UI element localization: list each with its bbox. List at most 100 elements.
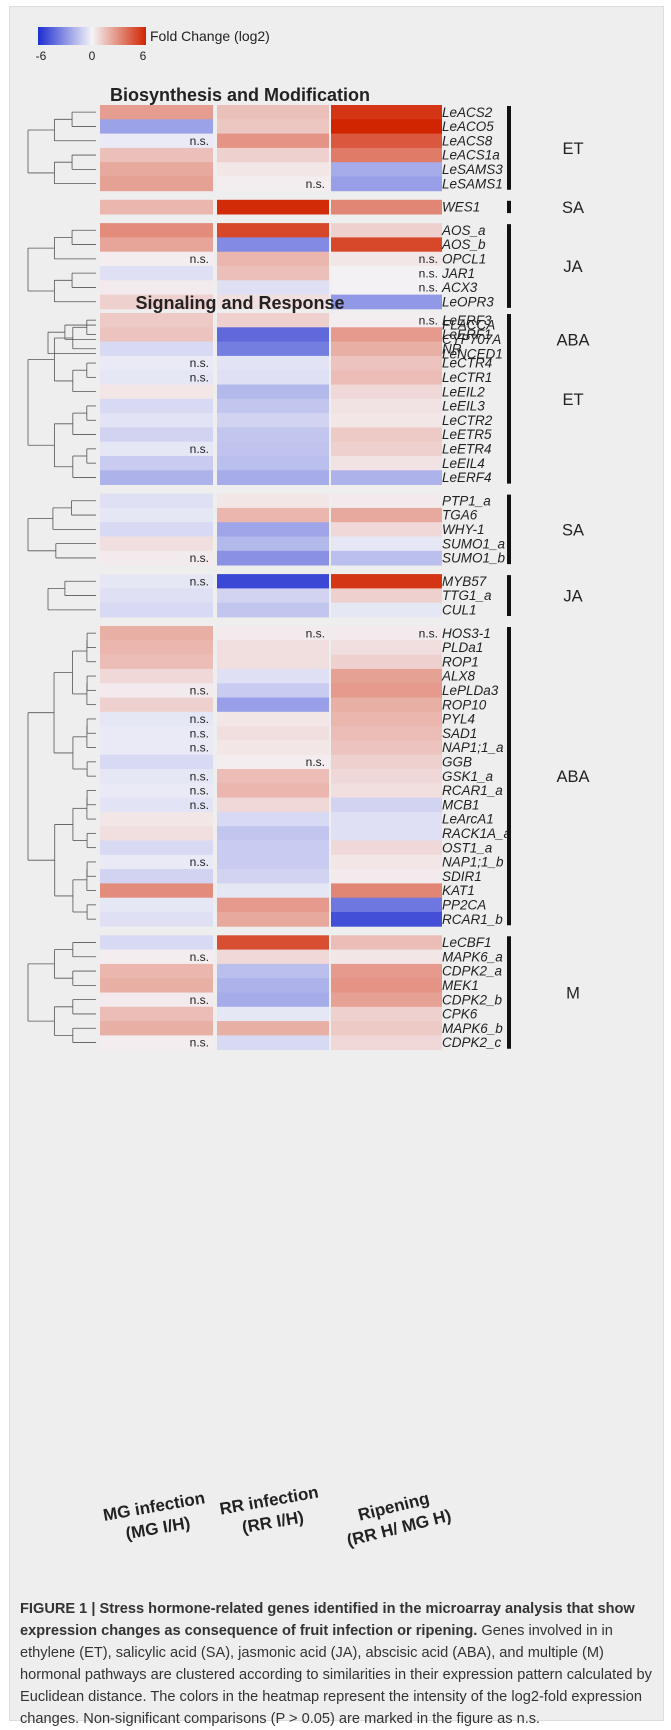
gene-label: ROP1	[442, 654, 479, 669]
gene-label: LeNCED1	[442, 346, 503, 361]
ns-label: n.s.	[419, 313, 438, 327]
gene-label: KAT1	[442, 883, 475, 898]
heatmap-cell	[100, 280, 213, 295]
ns-label: n.s.	[190, 712, 209, 726]
legend-title: Fold Change (log2)	[150, 28, 270, 44]
heatmap-cell	[100, 413, 213, 428]
heatmap-cell	[100, 740, 213, 756]
heatmap-cell	[100, 1006, 213, 1022]
gene-label: NAP1;1_b	[442, 855, 504, 870]
heatmap-cell	[100, 313, 213, 328]
ns-label: n.s.	[190, 726, 209, 740]
gene-label: ROP10	[442, 697, 487, 712]
heatmap-cell	[100, 797, 213, 813]
heatmap-cell	[217, 978, 329, 993]
gene-label: LeOPR3	[442, 294, 494, 309]
group-label: ABA	[556, 331, 589, 349]
heatmap-cell	[217, 162, 329, 177]
gene-label: GSK1_a	[442, 769, 494, 784]
gene-label: MAPK6_a	[442, 949, 503, 964]
heatmap-cell	[331, 1006, 442, 1022]
gene-label: HOS3-1	[442, 626, 491, 641]
heatmap-cell	[217, 280, 329, 295]
ns-label: n.s.	[190, 950, 209, 964]
gene-label: CDPK2_c	[442, 1035, 502, 1050]
heatmap-cell	[217, 602, 329, 618]
ns-label: n.s.	[190, 784, 209, 798]
heatmap-cell	[217, 963, 329, 979]
caption-title: FIGURE 1 | Stress hormone-related genes …	[20, 1601, 635, 1639]
heatmap-cell	[331, 251, 442, 267]
heatmap-cell	[331, 266, 442, 281]
gene-label: FLACCA	[442, 318, 495, 333]
heatmap-cell	[100, 176, 213, 192]
column-label: Ripening(RR H/ MG H)	[340, 1485, 453, 1551]
heatmap-cell	[331, 683, 442, 698]
heatmap-cell	[331, 726, 442, 741]
heatmap-cell	[331, 602, 442, 618]
heatmap-cell	[100, 536, 213, 552]
heatmap-cell	[331, 854, 442, 870]
ns-label: n.s.	[306, 177, 325, 191]
ns-label: n.s.	[306, 626, 325, 640]
heatmap-cell	[100, 251, 213, 267]
heatmap-cell	[331, 797, 442, 813]
legend-tick-mid: 0	[89, 49, 96, 63]
gene-label: CYP707A	[442, 332, 501, 347]
color-legend: Fold Change (log2) -6 0 6	[36, 27, 270, 63]
heatmap-cell	[217, 370, 329, 385]
heatmap-cell	[331, 1035, 442, 1051]
heatmap-cell	[331, 883, 442, 899]
heatmap-cell	[100, 883, 213, 899]
heatmap-cell	[100, 105, 213, 120]
gene-label: CDPK2_a	[442, 964, 503, 979]
heatmap-cell	[331, 574, 442, 589]
ns-label: n.s.	[190, 551, 209, 565]
heatmap-cell	[100, 840, 213, 856]
heatmap-cell	[100, 683, 213, 698]
heatmap-cell	[217, 1006, 329, 1022]
heatmap-cell	[217, 294, 329, 310]
heatmap-cell	[331, 654, 442, 670]
heatmap-cell	[217, 740, 329, 756]
heatmap-cell	[331, 640, 442, 655]
gene-label: CUL1	[442, 603, 477, 618]
heatmap-cell	[100, 456, 213, 471]
heatmap-cell	[100, 507, 213, 523]
gene-label: LeEIL2	[442, 384, 485, 399]
heatmap-cell	[331, 740, 442, 756]
heatmap-cell	[217, 654, 329, 670]
heatmap-cell	[100, 963, 213, 979]
group-label: SA	[562, 521, 584, 539]
heatmap-cell	[100, 398, 213, 414]
heatmap-cell	[217, 883, 329, 899]
heatmap-cell	[331, 826, 442, 841]
heatmap-cell	[100, 237, 213, 253]
gene-label: LeACS8	[442, 133, 493, 148]
heatmap-cell	[331, 536, 442, 552]
gene-label: OPCL1	[442, 252, 486, 267]
heatmap-cell	[217, 251, 329, 267]
heatmap-cell	[217, 797, 329, 813]
gene-label: LeETR4	[442, 442, 492, 457]
column-label: RR infection(RR I/H)	[218, 1483, 324, 1541]
heatmap-cell	[217, 626, 329, 641]
heatmap-cell	[100, 162, 213, 177]
heatmap-cell	[217, 574, 329, 589]
heatmap-cell	[217, 726, 329, 741]
heatmap-cell	[331, 105, 442, 120]
gene-label: PLDa1	[442, 640, 483, 655]
heatmap-cell	[217, 355, 329, 371]
heatmap-cell	[100, 370, 213, 385]
heatmap-cell	[217, 769, 329, 784]
heatmap-cell	[100, 711, 213, 727]
heatmap-cell	[100, 441, 213, 457]
section-title: Biosynthesis and Modification	[110, 85, 370, 105]
gene-label: LeCTR2	[442, 413, 493, 428]
heatmap-cell	[331, 869, 442, 884]
heatmap-cell	[217, 640, 329, 655]
gene-label: PTP1_a	[442, 493, 491, 508]
gene-label: MCB1	[442, 797, 480, 812]
heatmap-chart: Fold Change (log2) -6 0 6 Biosynthesis a…	[27, 27, 590, 1551]
heatmap-cell	[217, 398, 329, 414]
